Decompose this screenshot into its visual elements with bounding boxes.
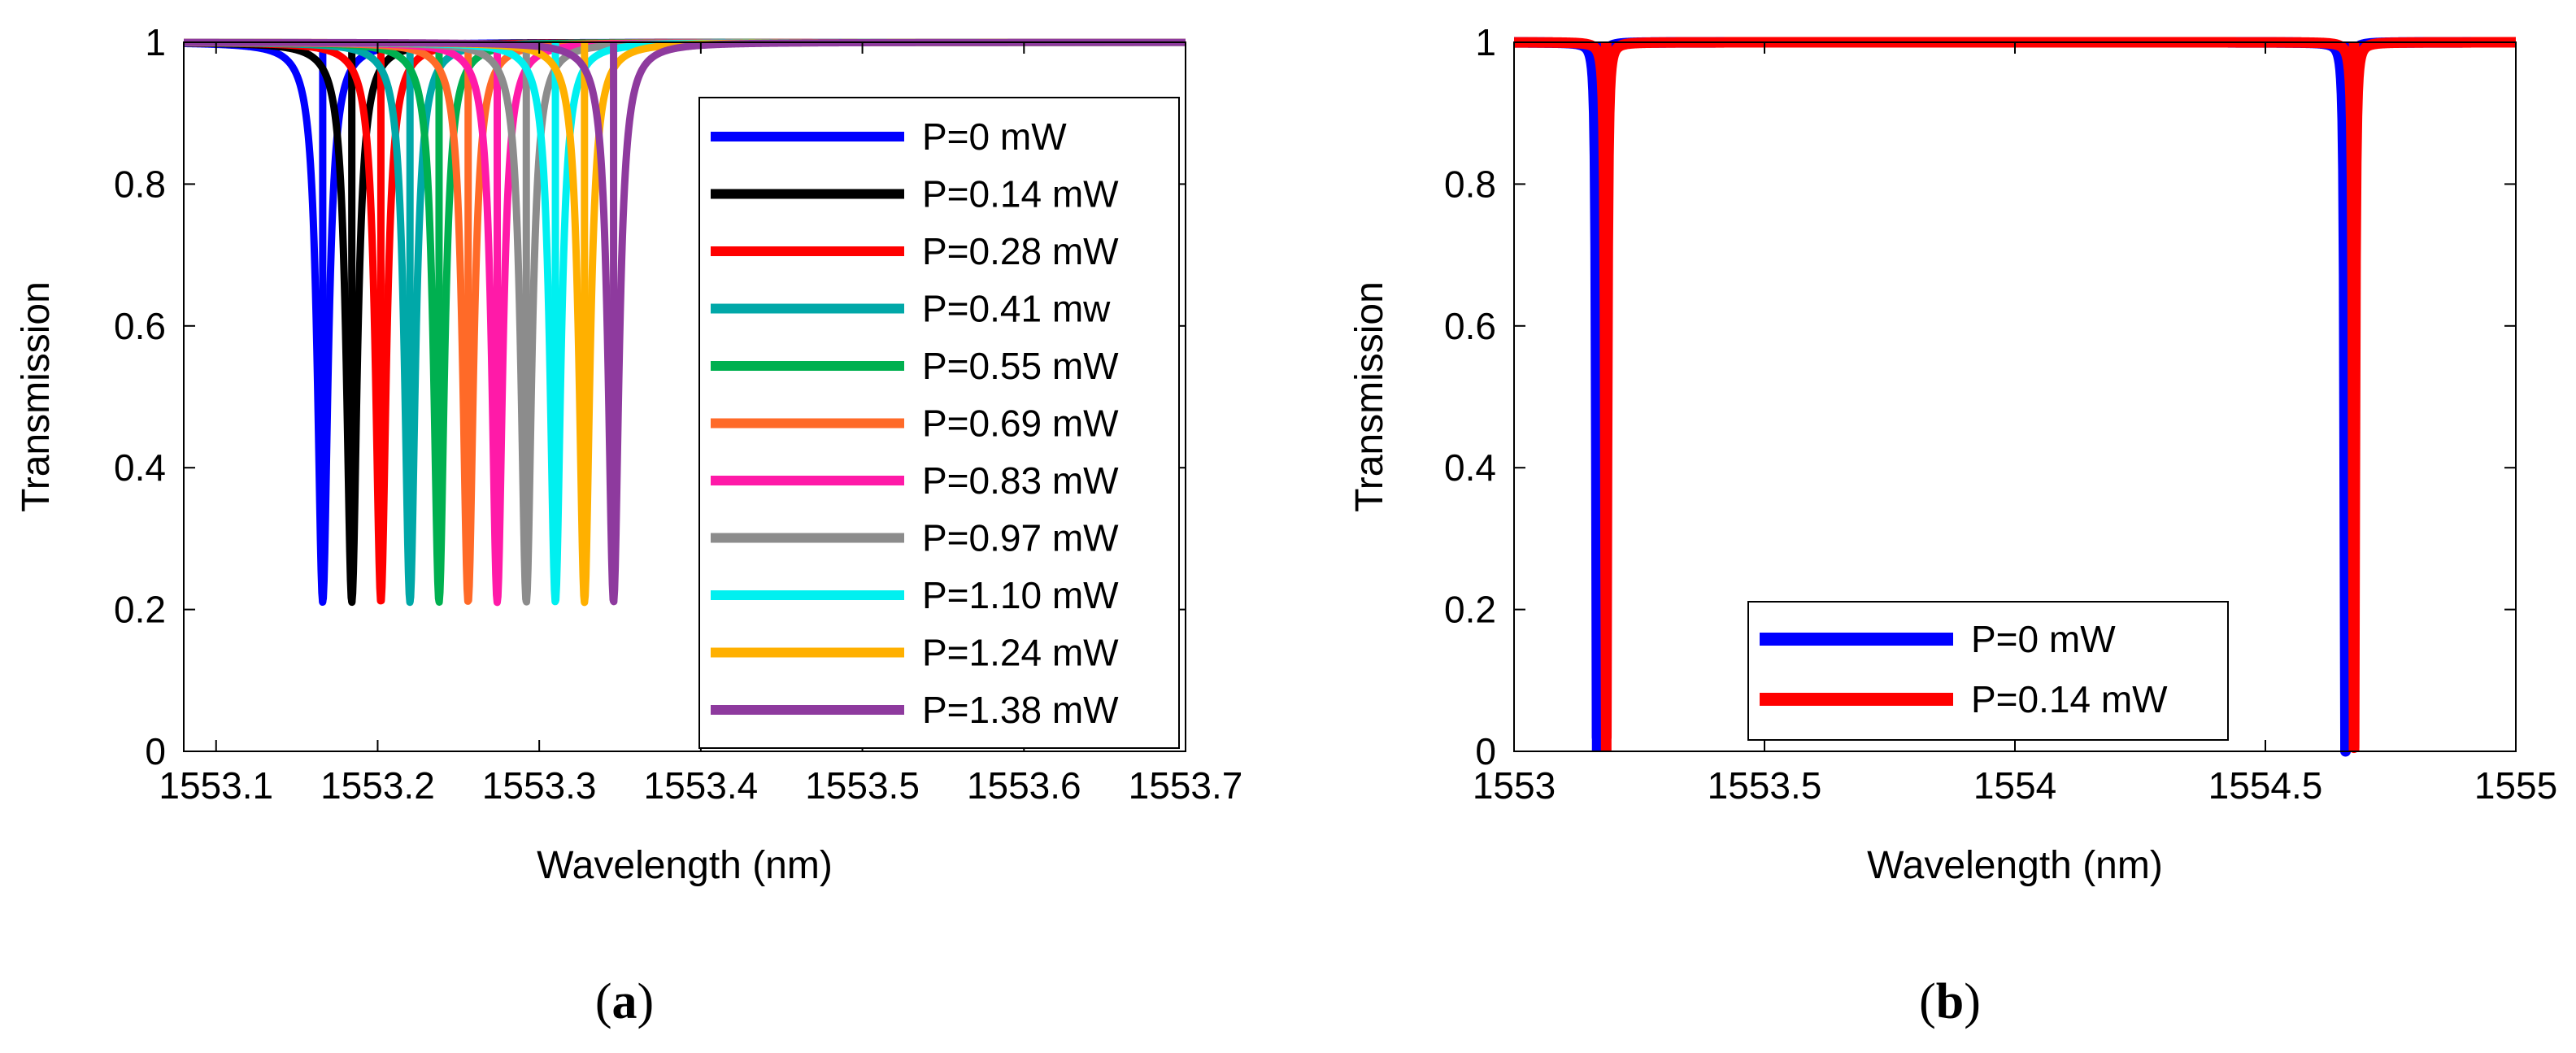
panel-b-xtick-label: 1553 bbox=[1473, 764, 1556, 807]
panel-b-ticks: 1553 1553.5 1554 1554.5 1555 0 0.2 0.4 0.6 0.8 1 bbox=[1444, 21, 2557, 807]
panel-a-legend-label: P=0.28 mW bbox=[922, 230, 1119, 272]
panel-b-ytick-label: 0.6 bbox=[1444, 305, 1496, 347]
panel-a-ytick-label: 0 bbox=[145, 730, 166, 772]
panel-b-xtick-label: 1554.5 bbox=[2208, 764, 2323, 807]
panel-a-legend-label: P=0 mW bbox=[922, 115, 1067, 158]
panel-b-letter: b bbox=[1936, 974, 1964, 1029]
panel-b-chart: 1553 1553.5 1554 1554.5 1555 0 0.2 0.4 0.6 0.8 1 W… bbox=[1348, 21, 2557, 1029]
panel-a-ytick-label: 1 bbox=[145, 21, 166, 63]
panel-b-xlabel: Wavelength (nm) bbox=[1867, 844, 2163, 887]
panel-a-plot-frame bbox=[183, 41, 1186, 752]
panel-a-legend-label: P=1.38 mW bbox=[922, 689, 1119, 731]
panel-a-legend-label: P=1.10 mW bbox=[922, 574, 1119, 616]
panel-b-ytick-label: 0.2 bbox=[1444, 589, 1496, 631]
panel-a-legend-label: P=0.55 mW bbox=[922, 345, 1119, 387]
panel-a-legend-label: P=0.41 mw bbox=[922, 288, 1111, 330]
panel-a-label: (a) bbox=[595, 974, 654, 1029]
panel-a-legend-label: P=0.97 mW bbox=[922, 517, 1119, 559]
panel-b-legend bbox=[1747, 601, 2229, 741]
panel-a-ytick-label: 0.6 bbox=[114, 305, 166, 347]
panel-a-ytick-label: 0.4 bbox=[114, 446, 166, 489]
panel-a-ytick-label: 0.8 bbox=[114, 163, 166, 205]
panel-a-xtick-label: 1553.4 bbox=[644, 764, 759, 807]
panel-b-xtick-label: 1554 bbox=[1973, 764, 2056, 807]
panel-b-ytick-label: 0.4 bbox=[1444, 446, 1496, 489]
panel-b-ytick-label: 0.8 bbox=[1444, 163, 1496, 205]
panel-a-ytick-label: 0.2 bbox=[114, 589, 166, 631]
panel-a-xlabel: Wavelength (nm) bbox=[537, 844, 833, 887]
panel-a-ticks: 1553.1 1553.2 1553.3 1553.4 1553.5 1553.6 1553… bbox=[114, 21, 1242, 807]
panel-b-legend-label: P=0.14 mW bbox=[1971, 678, 2168, 720]
panel-b-label: (b) bbox=[1919, 974, 1981, 1029]
panel-a-letter: a bbox=[612, 974, 637, 1029]
panel-b-ytick-label: 1 bbox=[1475, 21, 1496, 63]
panel-b-ylabel: Transmission bbox=[1348, 281, 1391, 512]
panel-a-xtick-label: 1553.7 bbox=[1129, 764, 1243, 807]
panel-b-legend-label: P=0 mW bbox=[1971, 618, 2116, 660]
panel-a-xtick-label: 1553.3 bbox=[482, 764, 597, 807]
panel-a-legend-label: P=0.14 mW bbox=[922, 173, 1119, 215]
panel-a-legend-label: P=0.69 mW bbox=[922, 402, 1119, 445]
panel-a-xtick-label: 1553.6 bbox=[967, 764, 1081, 807]
panel-a-xtick-label: 1553.5 bbox=[805, 764, 920, 807]
panel-a-legend-label: P=0.83 mW bbox=[922, 459, 1119, 502]
panel-a-ylabel: Transmission bbox=[15, 281, 58, 512]
panel-b-legend-items: P=0 mW P=0.14 mW bbox=[1760, 618, 2168, 720]
panel-a-legend-label: P=1.24 mW bbox=[922, 632, 1119, 674]
panel-a-chart: 1553.1 1553.2 1553.3 1553.4 1553.5 1553.6 1553… bbox=[15, 21, 1242, 1029]
panel-b-xtick-label: 1553.5 bbox=[1708, 764, 1822, 807]
panel-b-xtick-label: 1555 bbox=[2474, 764, 2557, 807]
panel-a-legend-items: P=0 mW P=0.14 mW P=0.28 mW P=0.41 mw P=0.55 … bbox=[711, 115, 1119, 731]
panel-a-xtick-label: 1553.1 bbox=[159, 764, 273, 807]
panel-a-xtick-label: 1553.2 bbox=[320, 764, 435, 807]
panel-b-ytick-label: 0 bbox=[1475, 730, 1496, 772]
